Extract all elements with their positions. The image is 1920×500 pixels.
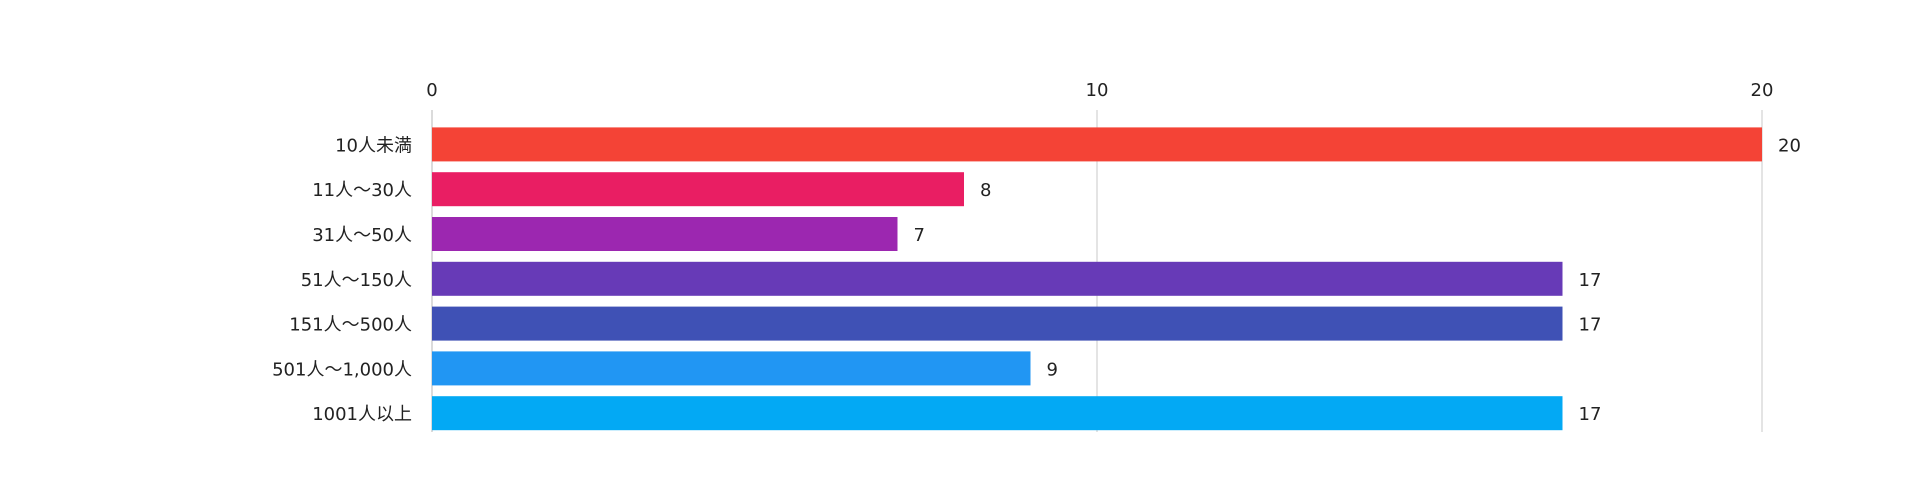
bar: [432, 306, 1563, 341]
bar: [432, 351, 1031, 386]
data-label: 8: [980, 180, 991, 201]
data-labels: 20 8 7 17 17 9 17: [914, 135, 1801, 425]
x-tick-label: 10: [1086, 80, 1109, 101]
category-label: 151人〜500人: [289, 315, 412, 336]
data-label: 9: [1047, 359, 1058, 380]
category-labels: 10人未満 11人〜30人 31人〜50人 51人〜150人 151人〜500人 501人…: [272, 135, 412, 425]
x-tick-label: 20: [1751, 80, 1774, 101]
data-label: 20: [1778, 135, 1801, 156]
bar: [432, 172, 964, 207]
x-tick-label: 0: [426, 80, 437, 101]
bar: [432, 261, 1563, 296]
bar: [432, 396, 1563, 431]
category-label: 31人〜50人: [312, 225, 412, 246]
bar: [432, 217, 898, 251]
category-label: 51人〜150人: [301, 270, 412, 291]
bars: [432, 127, 1762, 431]
category-label: 1001人以上: [312, 404, 412, 425]
category-label: 10人未満: [335, 135, 412, 156]
bar: [432, 127, 1762, 162]
data-label: 7: [914, 225, 925, 246]
category-label: 501人〜1,000人: [272, 359, 412, 380]
x-axis-tick-labels: 0 10 20: [426, 80, 1773, 101]
data-label: 17: [1579, 270, 1602, 291]
data-label: 17: [1579, 315, 1602, 336]
data-label: 17: [1579, 404, 1602, 425]
category-label: 11人〜30人: [312, 180, 412, 201]
